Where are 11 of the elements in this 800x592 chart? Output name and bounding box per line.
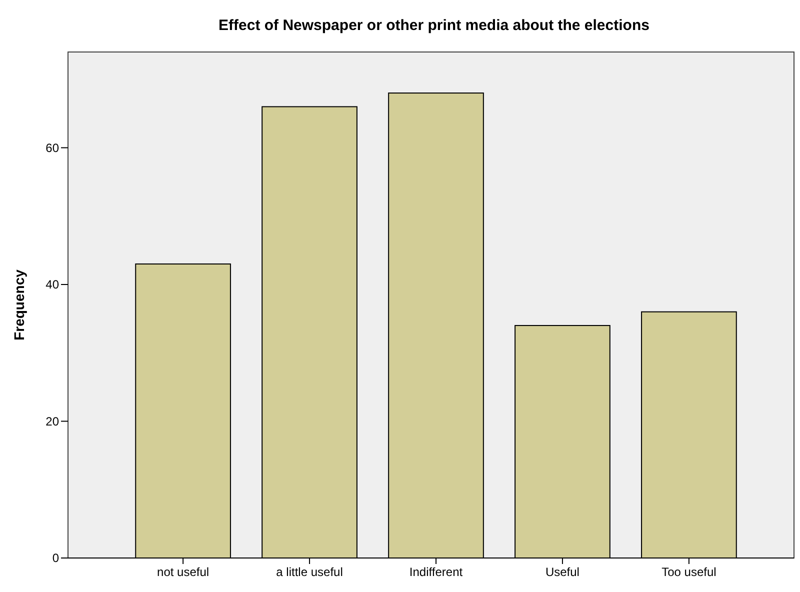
chart-title: Effect of Newspaper or other print media about the elections (218, 17, 650, 34)
x-tick-label: a little useful (276, 565, 343, 579)
y-tick-label: 60 (46, 140, 60, 155)
y-axis-title: Frequency (11, 269, 27, 340)
x-tick-label: Too useful (662, 565, 716, 579)
x-tick-label: Useful (545, 565, 580, 579)
x-tick-label: Indifferent (409, 565, 464, 579)
y-tick-label: 40 (46, 278, 60, 292)
x-tick-label: not useful (157, 565, 210, 579)
y-tick-label: 20 (46, 414, 60, 428)
y-tick-label: 0 (52, 551, 60, 566)
